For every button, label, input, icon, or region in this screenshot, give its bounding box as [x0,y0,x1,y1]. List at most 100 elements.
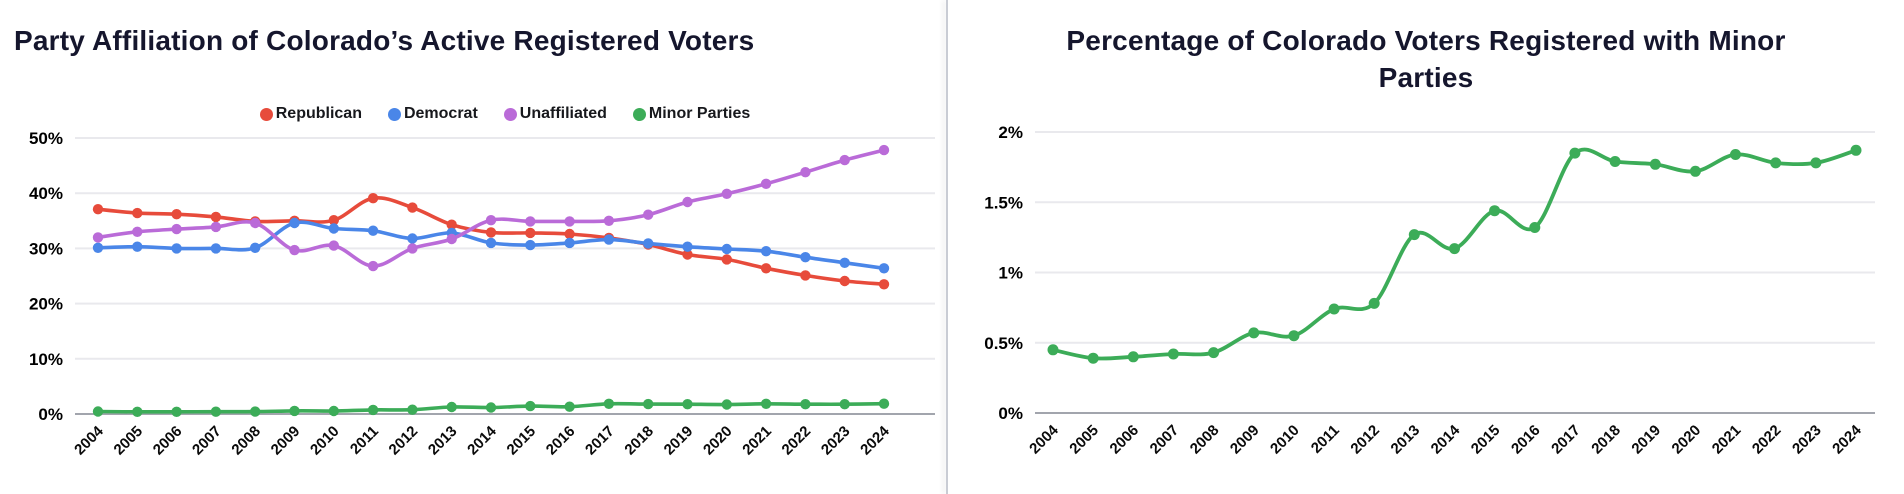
data-point [525,216,536,227]
data-point [839,399,850,410]
data-point [1489,205,1501,217]
data-point [328,223,339,234]
data-point [603,215,615,226]
data-point [564,237,575,249]
data-point [682,196,693,208]
x-axis-label: 2017 [582,423,618,459]
data-point [210,221,222,233]
x-axis-label: 2013 [425,423,461,459]
data-point [643,238,654,249]
x-axis-label: 2022 [1749,422,1785,458]
x-axis-label: 2020 [700,423,736,459]
data-point [1529,222,1541,233]
data-point [367,404,379,416]
data-point [564,216,575,227]
data-point [250,217,261,229]
x-axis-label: 2009 [268,423,304,459]
data-point [682,249,693,260]
data-point [485,402,497,413]
x-axis-label: 2021 [1709,422,1745,458]
data-point [643,209,654,220]
minor-parties-chart-canvas: 0%0.5%1%1.5%2%2004 2005 2006 2007 2008 2009 20… [984,123,1875,458]
data-point [1127,351,1139,363]
data-point [1167,348,1179,360]
data-point [171,406,182,417]
data-point [1609,156,1621,167]
data-point [132,226,143,237]
data-point [367,225,379,236]
data-point [721,188,732,199]
x-axis-label: 2007 [189,423,225,459]
data-point [1208,347,1220,359]
x-axis-label: 2019 [661,423,697,459]
x-axis-label: 2020 [1669,422,1705,458]
legend-dot-icon [503,107,517,121]
legend-dot-icon [387,107,401,121]
x-axis-label: 2016 [543,423,579,459]
data-point [250,406,261,417]
data-point [171,243,182,254]
party-affiliation-chart-panel: 0% 10% 20% 30% 40% 50% 2004 2005 2006 2007 2008 200… [0,0,946,494]
x-axis-label: 2017 [1548,422,1584,458]
data-point [289,217,300,229]
data-point [603,234,615,245]
party-affiliation-chart-canvas: 0% 10% 20% 30% 40% 50% 2004 2005 2006 2007 2008 200… [29,129,935,459]
data-point [682,241,693,252]
x-axis-label: 2014 [1428,421,1464,457]
data-point [250,242,261,253]
data-point [525,239,536,251]
x-axis-label: 2008 [1187,422,1223,458]
x-axis-label: 2016 [1508,422,1544,458]
data-point [171,223,182,235]
data-point [721,399,732,410]
left-chart-title: Party Affiliation of Colorado’s Active R… [14,25,755,56]
data-point [407,202,418,213]
data-point [289,405,300,417]
legend-label: Republican [275,105,362,122]
y-axis-label: 1.5% [984,193,1023,212]
data-point [92,406,104,417]
data-point [367,260,379,272]
x-axis-label: 2015 [504,423,540,459]
data-point [328,240,339,251]
x-axis-label: 2021 [739,423,775,459]
data-point [92,204,104,215]
data-point [446,233,457,245]
x-axis-label: 2018 [1588,422,1624,458]
data-point [1730,149,1741,160]
legend-label: Minor Parties [648,105,751,122]
x-axis-label: 2019 [1628,422,1664,458]
data-point [525,227,536,239]
data-point [328,215,339,226]
data-point [407,404,418,415]
legend-label: Democrat [403,105,478,122]
data-point [800,270,811,281]
x-axis-label: 2010 [1267,422,1303,458]
data-point [210,406,222,417]
y-axis-label: 40% [29,184,63,203]
x-axis-label: 2015 [1468,422,1504,458]
data-point [446,219,457,230]
data-point [289,244,300,256]
right-chart-title-text: Percentage of Colorado Voters Registered… [1066,25,1786,93]
data-point [210,211,222,223]
panel-divider [946,0,948,494]
data-point [800,167,811,178]
y-axis-label: 30% [29,239,63,258]
x-axis-label: 2013 [1388,422,1424,458]
data-point [564,401,575,412]
data-point [1649,158,1661,170]
x-axis-label: 2005 [111,423,147,459]
legend-item-unaffiliated: Unaffiliated [503,105,607,123]
data-point [878,279,890,290]
legend-dot-icon [632,107,646,121]
data-point [1368,297,1380,309]
data-point [564,228,575,240]
data-point [1328,303,1340,315]
data-point [1087,352,1099,364]
y-axis-label: 50% [29,129,63,148]
x-axis-label: 2007 [1147,422,1183,458]
data-point [367,193,379,204]
y-axis-label: 10% [29,350,63,369]
legend-item-minor-parties: Minor Parties [632,105,751,123]
